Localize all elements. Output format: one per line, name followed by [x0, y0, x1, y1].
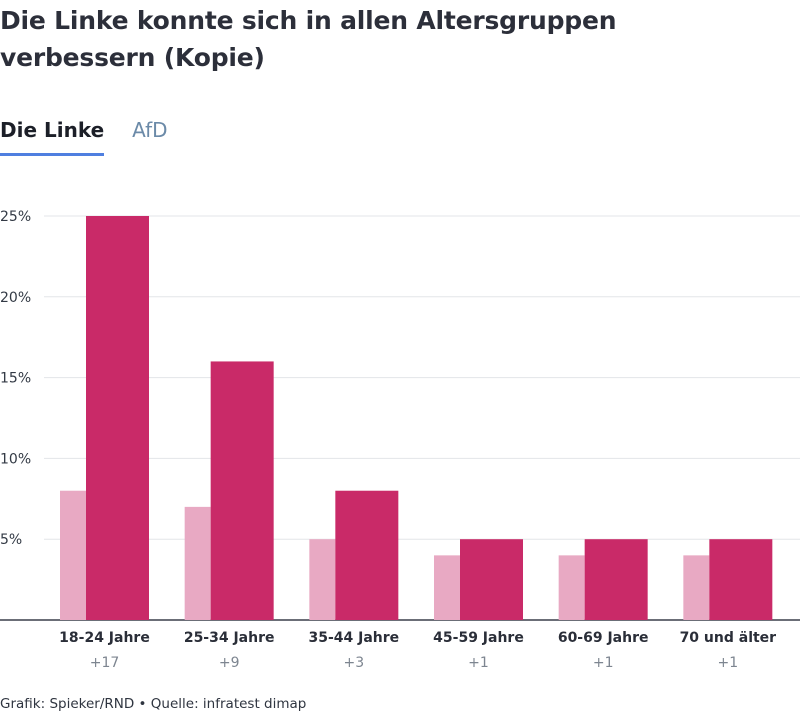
- y-tick-label: 15%: [0, 371, 31, 387]
- bar-previous: [558, 555, 585, 620]
- bar-previous: [309, 539, 336, 620]
- category-label: 45-59 Jahre: [433, 630, 524, 646]
- bar-previous: [184, 506, 211, 620]
- category-label: 18-24 Jahre: [59, 630, 150, 646]
- y-tick-label: 25%: [0, 209, 31, 225]
- party-tabs: Die Linke AfD: [0, 114, 196, 156]
- source-footer: Grafik: Spieker/RND • Quelle: infratest …: [0, 696, 307, 712]
- difference-label: +9: [219, 655, 240, 671]
- bar-current: [709, 539, 773, 620]
- category-label: 70 und älter: [680, 630, 777, 646]
- tab-die-linke[interactable]: Die Linke: [0, 114, 105, 156]
- chart-title: Die Linke konnte sich in allen Altersgru…: [0, 6, 617, 72]
- difference-label: +1: [593, 655, 614, 671]
- bar-current: [86, 216, 149, 620]
- y-tick-label: 20%: [0, 290, 31, 306]
- difference-label: +3: [344, 655, 365, 671]
- difference-label: +17: [90, 655, 120, 671]
- y-tick-label: 5%: [0, 532, 22, 548]
- difference-label: +1: [468, 655, 489, 671]
- difference-label: +1: [718, 655, 739, 671]
- bar-current: [460, 539, 523, 620]
- bar-current: [210, 361, 274, 620]
- category-label: 25-34 Jahre: [184, 630, 275, 646]
- bar-previous: [60, 490, 86, 620]
- bar-previous: [683, 555, 710, 620]
- bar-current: [584, 539, 648, 620]
- y-tick-label: 10%: [0, 451, 31, 467]
- bar-chart: 5% 10% 15% 20% 25% 18-24 Jahre +17 25-34 Jahre +…: [0, 209, 800, 671]
- bar-current: [335, 490, 399, 620]
- category-label: 35-44 Jahre: [308, 630, 399, 646]
- bar-previous: [434, 555, 460, 620]
- category-label: 60-69 Jahre: [558, 630, 649, 646]
- tab-afd[interactable]: AfD: [132, 118, 168, 142]
